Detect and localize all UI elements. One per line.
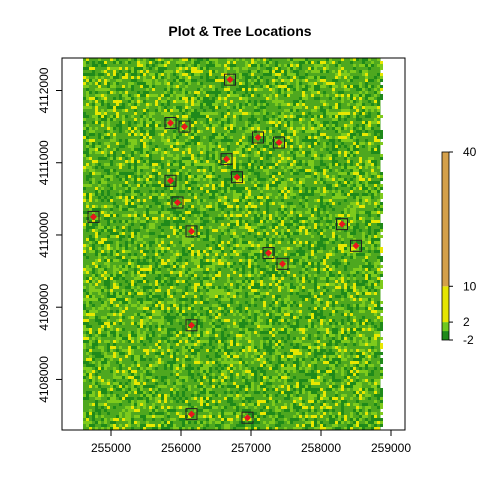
legend-swatch xyxy=(442,322,449,332)
plot-marker xyxy=(252,131,264,144)
plot-marker xyxy=(336,218,348,231)
x-tick-label: 257000 xyxy=(231,441,271,455)
legend-label: -2 xyxy=(463,333,474,347)
legend-swatch xyxy=(442,286,449,323)
y-tick-label: 4109000 xyxy=(37,284,51,331)
y-tick-label: 4110000 xyxy=(37,212,51,258)
legend-swatch xyxy=(442,331,449,340)
legend-label: 2 xyxy=(463,315,470,329)
y-tick-label: 4112000 xyxy=(37,67,51,113)
plot-marker xyxy=(185,319,198,332)
x-tick-label: 258000 xyxy=(301,441,341,455)
legend-label: 40 xyxy=(463,145,477,159)
y-tick-label: 4108000 xyxy=(37,356,51,403)
chart-title: Plot & Tree Locations xyxy=(168,23,311,39)
plot-marker xyxy=(231,171,243,184)
plot-marker xyxy=(262,247,275,260)
plot-marker xyxy=(273,136,285,149)
plot-marker xyxy=(241,411,254,424)
plot-markers xyxy=(87,73,362,424)
x-tick-label: 259000 xyxy=(371,441,411,455)
x-axis: 255000 256000 257000 258000 259000 xyxy=(91,429,411,455)
x-tick-label: 255000 xyxy=(91,441,131,455)
plot-marker xyxy=(164,117,177,130)
y-tick-label: 4111000 xyxy=(37,140,51,185)
plot-marker xyxy=(178,120,191,133)
plot-marker xyxy=(171,196,184,209)
legend-label: 10 xyxy=(463,279,477,293)
plot-marker xyxy=(164,174,177,187)
plot-marker xyxy=(224,73,236,86)
x-tick-label: 256000 xyxy=(161,441,201,455)
legend-swatch xyxy=(442,152,449,287)
plot-marker xyxy=(185,408,198,421)
plot-marker xyxy=(350,239,362,252)
plot-marker xyxy=(276,257,289,270)
plot-marker xyxy=(185,225,198,238)
plot-marker xyxy=(220,153,233,166)
plot-marker xyxy=(87,210,100,223)
color-legend: -2 2 10 40 xyxy=(441,145,477,347)
y-axis: 4108000 4109000 4110000 4111000 4112000 xyxy=(37,67,63,403)
